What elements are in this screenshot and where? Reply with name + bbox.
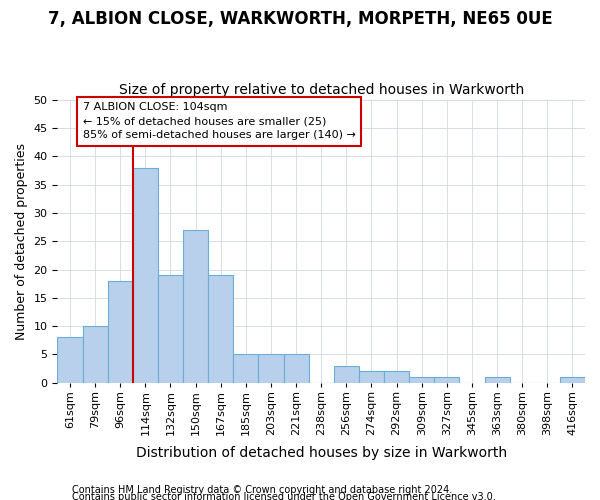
Bar: [183, 230, 208, 383]
Bar: [284, 354, 308, 383]
Bar: [158, 275, 183, 383]
Title: Size of property relative to detached houses in Warkworth: Size of property relative to detached ho…: [119, 83, 524, 97]
Bar: [107, 281, 133, 383]
X-axis label: Distribution of detached houses by size in Warkworth: Distribution of detached houses by size …: [136, 446, 507, 460]
Bar: [259, 354, 284, 383]
Bar: [384, 372, 409, 383]
Text: 7, ALBION CLOSE, WARKWORTH, MORPETH, NE65 0UE: 7, ALBION CLOSE, WARKWORTH, MORPETH, NE6…: [47, 10, 553, 28]
Bar: [560, 377, 585, 383]
Text: Contains public sector information licensed under the Open Government Licence v3: Contains public sector information licen…: [72, 492, 496, 500]
Bar: [409, 377, 434, 383]
Text: Contains HM Land Registry data © Crown copyright and database right 2024.: Contains HM Land Registry data © Crown c…: [72, 485, 452, 495]
Bar: [434, 377, 460, 383]
Y-axis label: Number of detached properties: Number of detached properties: [15, 142, 28, 340]
Text: 7 ALBION CLOSE: 104sqm
← 15% of detached houses are smaller (25)
85% of semi-det: 7 ALBION CLOSE: 104sqm ← 15% of detached…: [83, 102, 355, 141]
Bar: [208, 275, 233, 383]
Bar: [133, 168, 158, 383]
Bar: [233, 354, 259, 383]
Bar: [485, 377, 509, 383]
Bar: [359, 372, 384, 383]
Bar: [83, 326, 107, 383]
Bar: [334, 366, 359, 383]
Bar: [58, 338, 83, 383]
